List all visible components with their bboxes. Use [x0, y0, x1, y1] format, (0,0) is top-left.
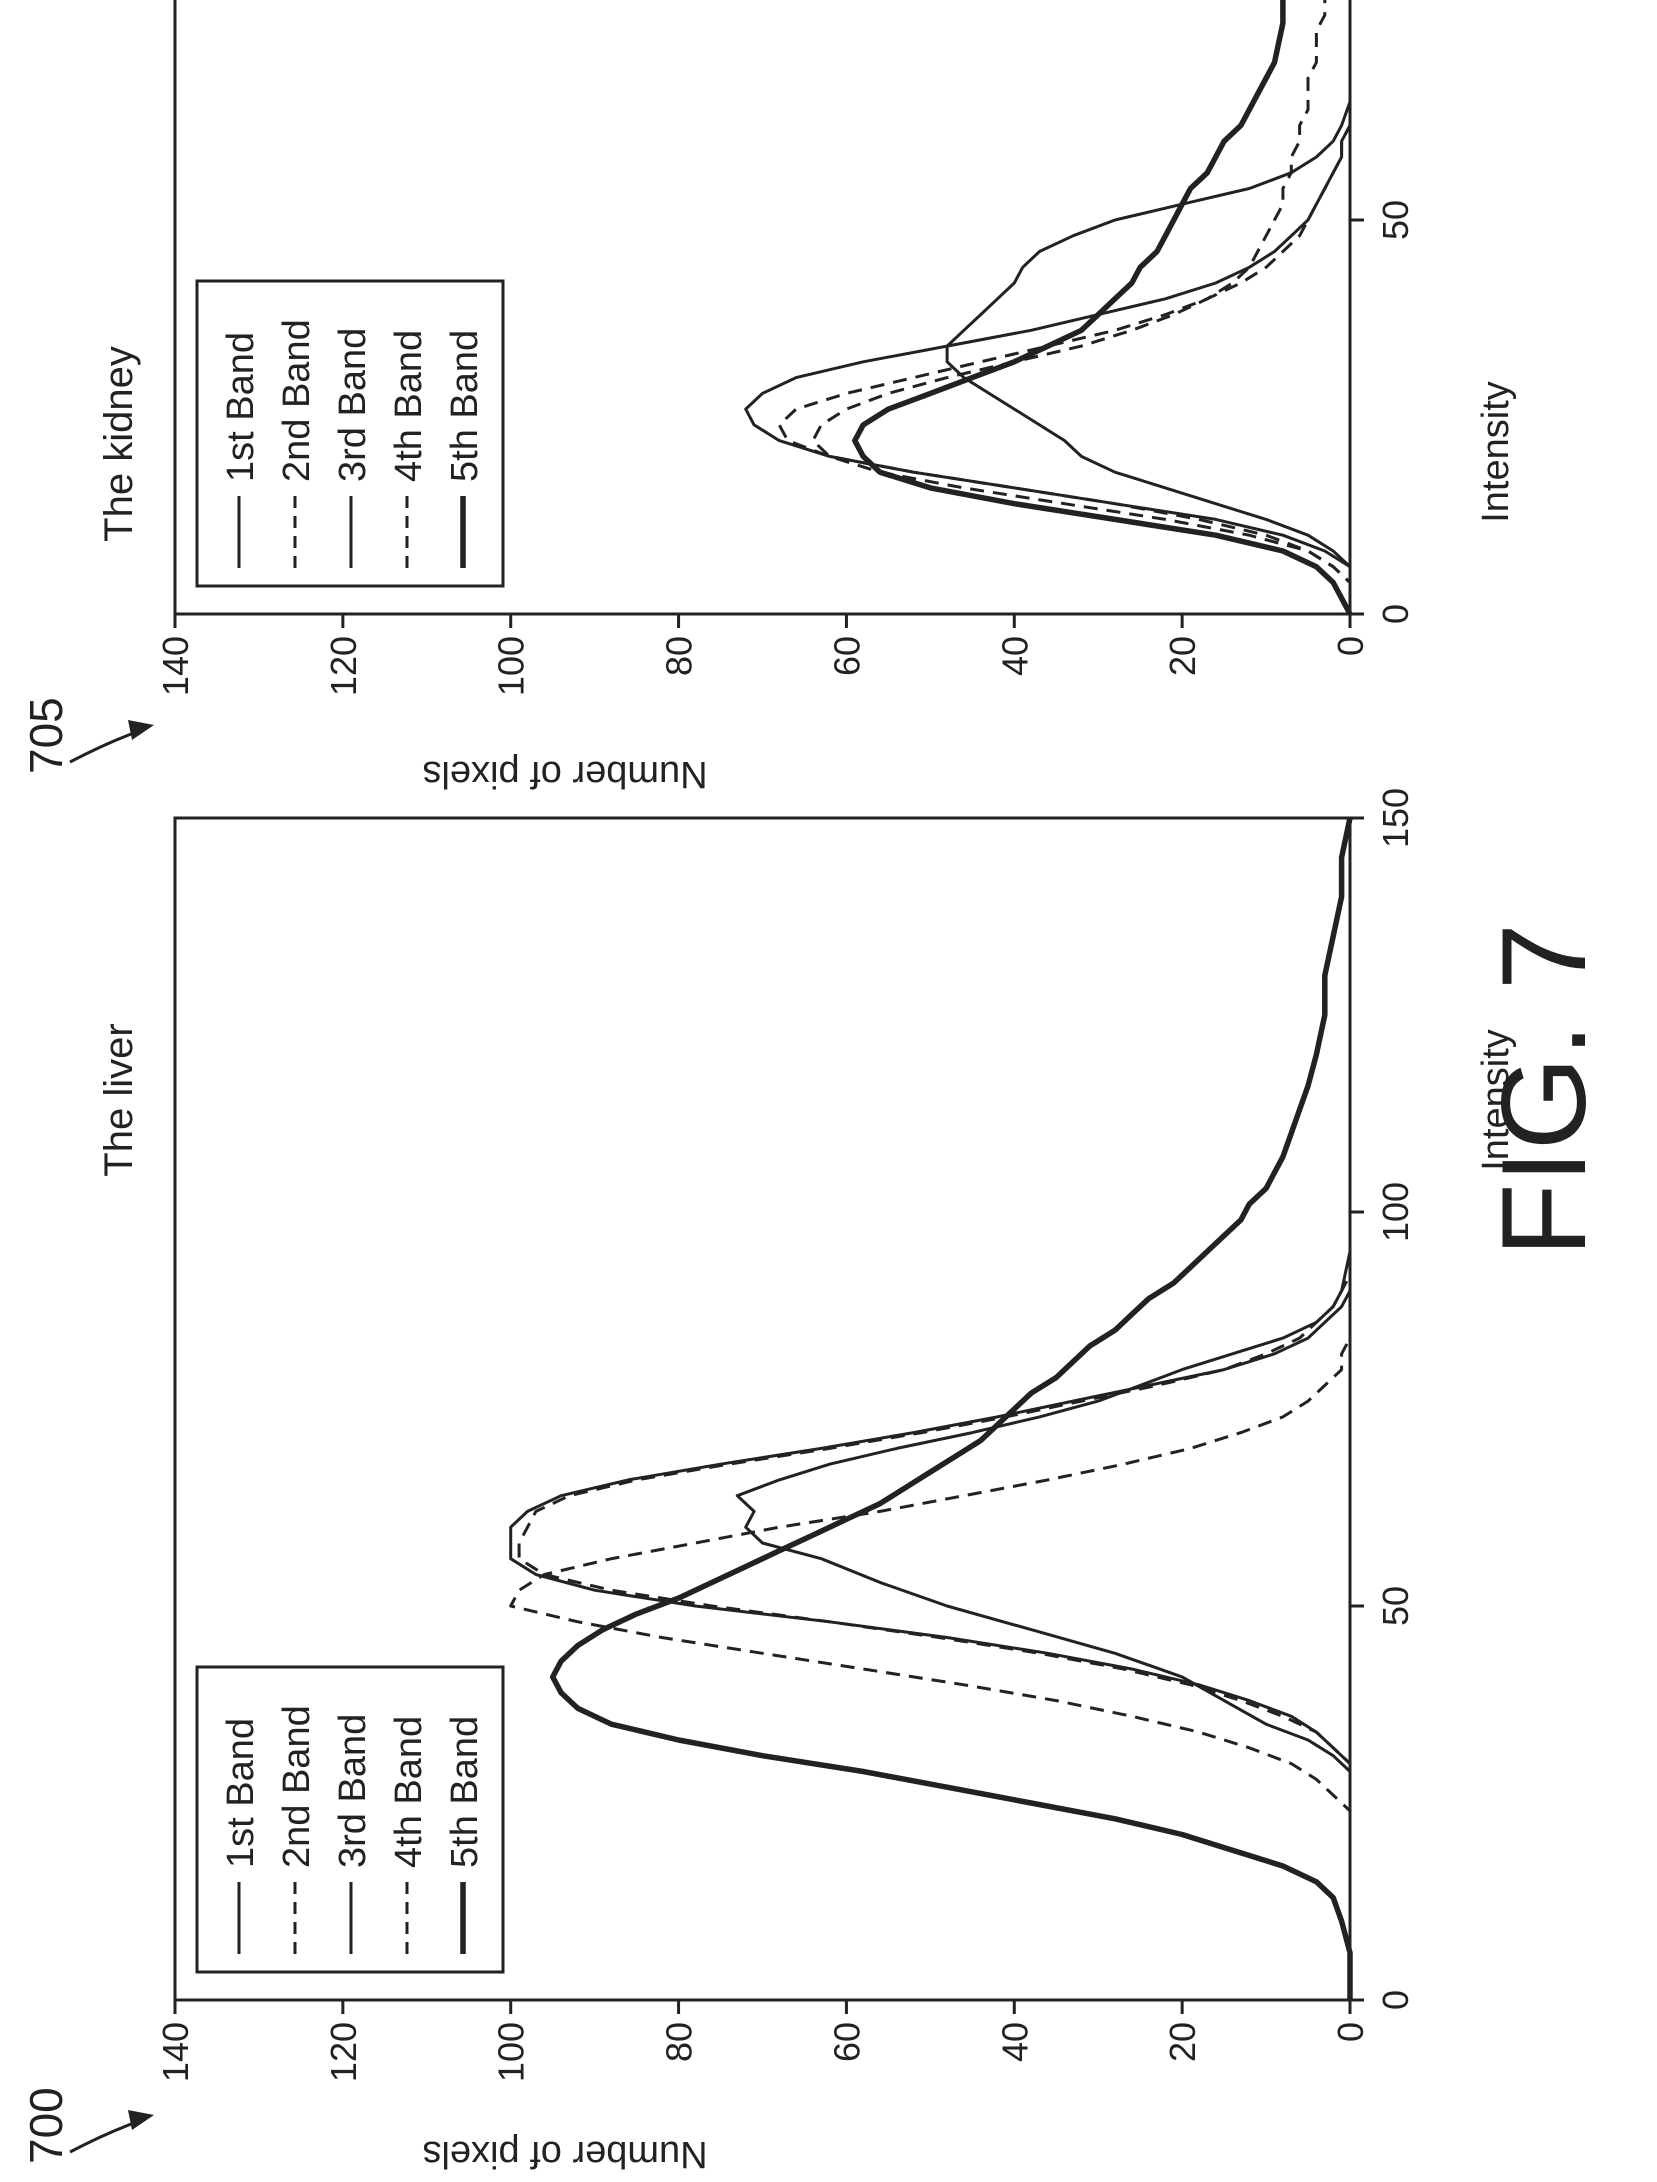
liver-chart-y-tick-label: 20: [1162, 2022, 1203, 2062]
liver-chart-legend-label: 1st Band: [220, 1718, 262, 1868]
kidney-chart-title: The kidney: [97, 346, 141, 542]
kidney-chart-y-tick-label: 60: [826, 636, 867, 676]
liver-chart-y-tick-label: 80: [659, 2022, 700, 2062]
liver-chart-legend-box: [195, 1665, 505, 1974]
figure-label: FIG. 7: [1477, 923, 1611, 1256]
liver-chart-y-axis-label: Number of pixels: [422, 2133, 707, 2175]
kidney-chart-y-tick-label: 140: [155, 636, 196, 696]
kidney-chart-y-tick-label: 0: [1330, 636, 1371, 656]
kidney-chart-series-5-line: [852, 0, 1353, 616]
liver-chart-series-4-line: [517, 818, 1352, 2000]
liver-chart-y-tick-label: 0: [1330, 2022, 1371, 2042]
liver-chart-ref-arrowhead: [128, 2110, 154, 2130]
liver-chart-series-5-line: [549, 817, 1353, 2000]
liver-chart-x-tick-label: 50: [1375, 1586, 1416, 1626]
liver-chart-y-tick-label: 60: [826, 2022, 867, 2062]
liver-chart-x-ticks: 0 50 100 150: [1350, 788, 1416, 2010]
liver-chart-lines: [509, 817, 1353, 2000]
kidney-chart-legend-box: [195, 279, 505, 588]
kidney-chart-y-tick-label: 100: [491, 636, 532, 696]
liver-chart-x-tick-label: 0: [1375, 1990, 1416, 2010]
liver-chart-plot-frame: [173, 816, 1352, 2002]
kidney-chart-ref-arrowhead: [128, 720, 154, 740]
liver-chart-series-1-line: [735, 818, 1352, 2000]
liver-chart-y-tick-label: 40: [994, 2022, 1035, 2062]
kidney-chart-ref-label: 705: [20, 697, 72, 774]
kidney-chart-panel: 705 The kidney Intensity Number of pixel…: [20, 0, 1517, 795]
kidney-chart-y-tick-label: 120: [323, 636, 364, 696]
kidney-chart-legend: 1st Band 2nd Band 3rd Band 4th Band 5th Band: [195, 279, 505, 588]
rotated-figure: 700 The liver Intensity Number of pixels…: [20, 0, 1517, 2175]
liver-chart-series-2-line: [509, 818, 1352, 2000]
liver-chart-y-tick-label: 120: [323, 2022, 364, 2082]
kidney-chart-y-tick-label: 20: [1162, 636, 1203, 676]
liver-chart-legend-label: 2nd Band: [276, 1705, 318, 1868]
liver-chart-ref-label: 700: [20, 2087, 72, 2164]
liver-chart-legend-label: 5th Band: [444, 1716, 486, 1868]
liver-chart-panel: 700 The liver Intensity Number of pixels…: [20, 788, 1517, 2175]
kidney-chart-y-tick-label: 40: [994, 636, 1035, 676]
liver-chart-x-tick-label: 100: [1375, 1182, 1416, 1242]
kidney-chart-legend-label: 1st Band: [220, 332, 262, 482]
liver-chart-y-tick-label: 100: [491, 2022, 532, 2082]
kidney-chart-legend-label: 5th Band: [444, 330, 486, 482]
kidney-chart-series-1-line: [945, 0, 1352, 614]
liver-chart-x-axis-label: Intensity: [1475, 1029, 1517, 1171]
kidney-chart-x-tick-label: 0: [1375, 604, 1416, 624]
liver-chart-legend: 1st Band 2nd Band 3rd Band 4th Band 5th Band: [195, 1665, 505, 1974]
liver-chart-y-tick-label: 140: [155, 2022, 196, 2082]
kidney-chart-lines: [744, 0, 1353, 616]
liver-chart-series-3-line: [509, 818, 1352, 2000]
kidney-chart-legend-label: 2nd Band: [276, 319, 318, 482]
kidney-chart-series-3-line: [744, 0, 1352, 614]
kidney-chart-x-tick-label: 50: [1375, 200, 1416, 240]
kidney-chart-legend-label: 3rd Band: [332, 328, 374, 482]
kidney-chart-series-2-line: [777, 0, 1352, 614]
kidney-chart-y-tick-label: 80: [659, 636, 700, 676]
liver-chart-title: The liver: [97, 1023, 141, 1176]
kidney-chart-y-axis-label: Number of pixels: [422, 753, 707, 795]
kidney-chart-x-axis-label: Intensity: [1475, 381, 1517, 523]
liver-chart-legend-label: 3rd Band: [332, 1714, 374, 1868]
kidney-chart-legend-label: 4th Band: [388, 330, 430, 482]
liver-chart-y-ticks: 0 20 40 60 80 100 120 140: [155, 2000, 1371, 2082]
liver-chart-x-tick-label: 150: [1375, 788, 1416, 848]
kidney-chart-y-ticks: 0 20 40 60 80 100 120 140: [155, 614, 1371, 696]
liver-chart-legend-label: 4th Band: [388, 1716, 430, 1868]
